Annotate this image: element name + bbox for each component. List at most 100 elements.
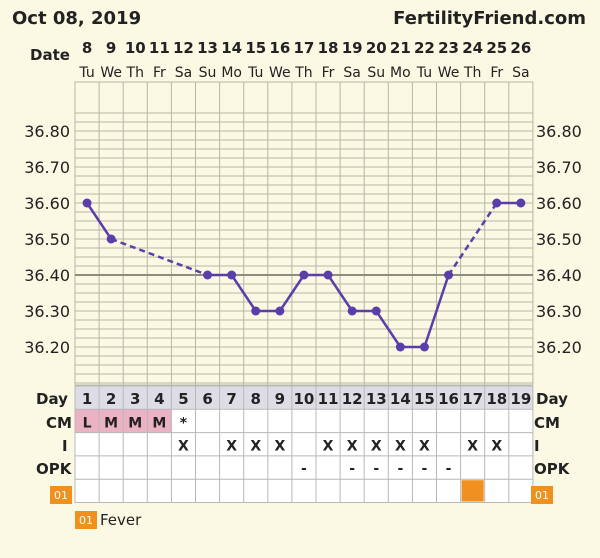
weekday-label: We	[269, 65, 291, 81]
day-label-left: Day	[36, 390, 68, 408]
y-tick-label-left: 36.50	[24, 230, 70, 249]
cm-cell-label: M	[128, 415, 142, 431]
intercourse-cell-label: X	[274, 439, 285, 455]
series-line-segment	[278, 274, 305, 312]
cycle-day-label: 7	[226, 390, 236, 408]
cycle-day-label: 18	[486, 390, 507, 408]
opk-cell-label: -	[446, 461, 452, 477]
fever-badge-right: 01	[535, 489, 549, 502]
intercourse-cell-label: X	[491, 439, 502, 455]
cycle-day-label: 15	[414, 390, 435, 408]
weekday-label: Fr	[153, 65, 166, 81]
y-tick-label-left: 36.30	[24, 302, 70, 321]
cycle-day-label: 8	[251, 390, 261, 408]
opk-label-left: OPK	[36, 460, 73, 478]
cm-highlight	[123, 409, 148, 433]
weekday-label: Su	[199, 65, 217, 81]
cycle-day-label: 17	[462, 390, 483, 408]
cycle-day-label: 9	[275, 390, 285, 408]
cycle-day-label: 14	[390, 390, 411, 408]
y-tick-label-right: 36.60	[536, 194, 582, 213]
fever-legend-badge: 01	[79, 514, 93, 527]
y-tick-label-left: 36.80	[24, 122, 70, 141]
cycle-day-label: 1	[82, 390, 92, 408]
weekday-label: Th	[126, 65, 144, 81]
weekday-label: Fr	[322, 65, 335, 81]
intercourse-cell-label: X	[419, 439, 430, 455]
weekday-label: Sa	[175, 65, 192, 81]
date-label: 26	[510, 39, 531, 57]
intercourse-cell-label: X	[323, 439, 334, 455]
date-label: 19	[342, 39, 363, 57]
date-label: 15	[245, 39, 266, 57]
fever-legend-label: Fever	[100, 511, 142, 529]
cm-cell-label: L	[83, 415, 92, 431]
cycle-day-label: 2	[106, 390, 116, 408]
y-tick-label-right: 36.80	[536, 122, 582, 141]
date-label: 18	[318, 39, 339, 57]
y-tick-label-right: 36.50	[536, 230, 582, 249]
date-label: 9	[106, 39, 116, 57]
y-tick-label-right: 36.30	[536, 302, 582, 321]
weekday-label: Fr	[490, 65, 503, 81]
date-label: 21	[390, 39, 411, 57]
fever-badge-left: 01	[54, 489, 68, 502]
data-point	[371, 306, 381, 316]
plot-area	[74, 81, 534, 386]
cycle-day-label: 6	[202, 390, 212, 408]
date-label: 20	[366, 39, 387, 57]
date-label: 13	[197, 39, 218, 57]
day-row	[75, 386, 533, 410]
data-point	[275, 306, 285, 316]
y-tick-label-left: 36.60	[24, 194, 70, 213]
weekday-label: Mo	[221, 65, 242, 81]
intercourse-cell-label: X	[371, 439, 382, 455]
data-point	[395, 342, 405, 352]
weekday-label: We	[438, 65, 460, 81]
cycle-day-label: 3	[130, 390, 140, 408]
intercourse-cell-label: X	[250, 439, 261, 455]
cycle-day-label: 12	[342, 390, 363, 408]
cm-cell-label: *	[180, 415, 188, 431]
opk-cell-label: -	[349, 461, 355, 477]
weekday-label: Th	[294, 65, 312, 81]
data-point	[82, 198, 92, 208]
cycle-day-label: 13	[366, 390, 387, 408]
series-line-segment	[423, 274, 450, 348]
weekday-label: Su	[367, 65, 385, 81]
intercourse-label-right: I	[534, 437, 540, 455]
fever-legend-badge-bg	[75, 511, 97, 529]
data-point	[516, 198, 526, 208]
weekday-label: Tu	[416, 65, 432, 81]
intercourse-cell-label: X	[226, 439, 237, 455]
series-line-segment	[110, 237, 208, 277]
series-line-segment	[447, 202, 498, 276]
intercourse-cell-label: X	[178, 439, 189, 455]
cm-highlight	[75, 409, 100, 433]
y-tick-label-left: 36.20	[24, 338, 70, 357]
date-header: 8Tu9We10Th11Fr12Sa13Su14Mo15Tu16We17Th18…	[78, 39, 531, 81]
cycle-day-label: 5	[178, 390, 188, 408]
opk-cell-label: -	[301, 461, 307, 477]
date-label: 8	[82, 39, 92, 57]
cm-cell-label: M	[104, 415, 118, 431]
weekday-label: Tu	[78, 65, 94, 81]
series-line-segment	[375, 310, 402, 348]
cm-highlight	[99, 409, 124, 433]
cm-label-left: CM	[46, 414, 72, 432]
data-point	[227, 270, 237, 280]
cycle-day-label: 11	[318, 390, 339, 408]
data-point	[203, 270, 213, 280]
weekday-label: Sa	[343, 65, 360, 81]
date-label: 10	[125, 39, 146, 57]
weekday-label: We	[100, 65, 122, 81]
plot-grid	[74, 81, 534, 386]
cm-highlight	[147, 409, 172, 433]
date-label: 24	[462, 39, 483, 57]
data-point	[347, 306, 357, 316]
intercourse-cell-label: X	[347, 439, 358, 455]
weekday-label: Mo	[390, 65, 411, 81]
cycle-day-label: 10	[294, 390, 315, 408]
date-label: 11	[149, 39, 170, 57]
